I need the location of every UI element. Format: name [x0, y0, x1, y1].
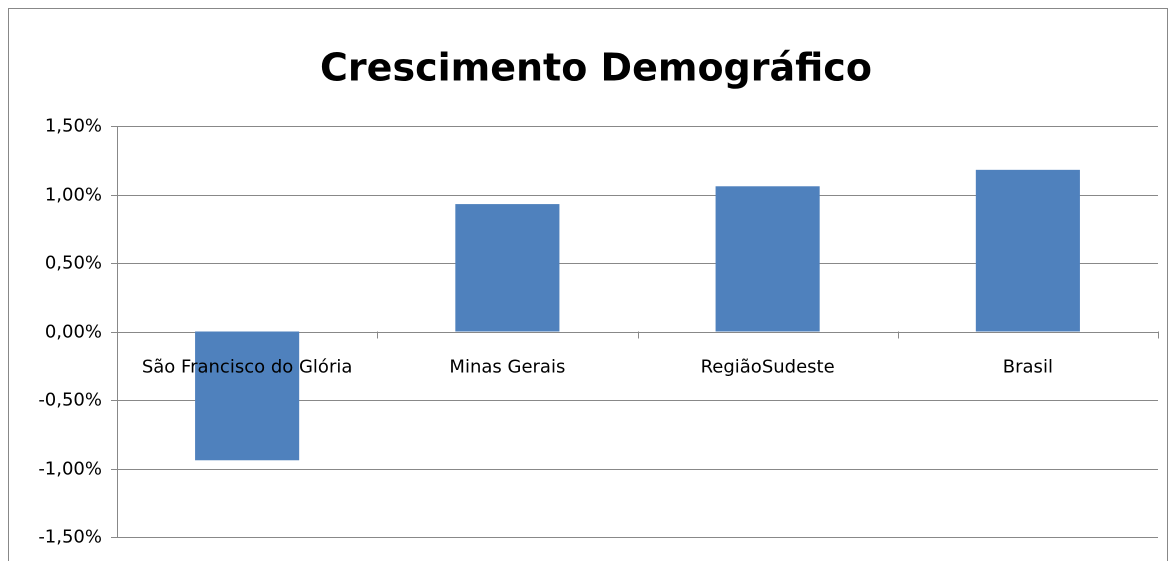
y-tick-label: 1,50%: [45, 116, 102, 137]
x-tick-label: Minas Gerais: [449, 357, 565, 378]
bar: [455, 204, 560, 332]
chart-frame: [8, 8, 1168, 561]
chart-title: Crescimento Demográfico: [320, 46, 872, 90]
y-tick-label: -1,50%: [38, 527, 102, 548]
bar: [975, 169, 1080, 332]
bar: [715, 186, 820, 332]
y-tick-label: -1,00%: [38, 459, 102, 480]
y-tick-label: 1,00%: [45, 185, 102, 206]
y-tick-label: -0,50%: [38, 390, 102, 411]
x-tick-label: São Francisco do Glória: [142, 357, 353, 378]
y-tick-label: 0,00%: [45, 322, 102, 343]
y-tick-label: 0,50%: [45, 253, 102, 274]
x-tick-label: Brasil: [1003, 357, 1053, 378]
x-tick-label: RegiãoSudeste: [701, 357, 835, 378]
bar: [195, 331, 300, 461]
